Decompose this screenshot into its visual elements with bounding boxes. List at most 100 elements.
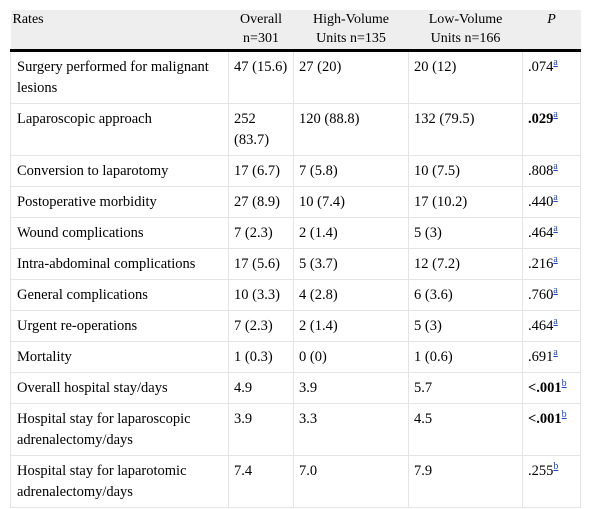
footnote-link[interactable]: a [553,192,558,204]
footnote-link[interactable]: a [553,285,558,297]
column-header-text: n=301 [243,31,279,46]
p-value-number: .464 [528,318,554,334]
column-header-text: Low-Volume [428,12,503,27]
high-volume-cell: 7.0 [293,455,409,508]
p-value-cell: .216a [522,248,581,280]
footnote-link[interactable]: a [553,254,558,266]
p-value-cell: .691a [522,341,581,373]
column-header-low-volume: Low-Volume Units n=166 [408,10,523,52]
row-label-cell: Overall hospital stay/days [10,372,229,404]
table-row: Intra-abdominal complications 17 (5.6) 5 (… [10,248,581,280]
low-volume-cell: 7.9 [408,455,523,508]
low-volume-cell: 5 (3) [408,217,523,249]
column-header-p-value: P [522,10,581,52]
column-header-overall: Overall n=301 [228,10,294,52]
overall-cell: 7.4 [228,455,294,508]
p-value: <.001b [528,409,567,427]
header-row: Rates Overall n=301 High-Volume Units n=135 L… [10,10,581,52]
table-row: Mortality 1 (0.3) 0 (0) 1 (0.6) .691a [10,341,581,373]
column-header-rates: Rates [10,10,229,52]
row-label-cell: Hospital stay for laparotomic adrenalect… [10,455,229,508]
overall-cell: 7 (2.3) [228,217,294,249]
p-value: .464a [528,316,558,334]
footnote-link[interactable]: b [553,461,559,473]
p-value-cell: .029a [522,103,581,156]
table-row: Urgent re-operations 7 (2.3) 2 (1.4) 5 (3).… [10,310,581,342]
column-header-text: Units n=135 [316,31,386,46]
p-value: .440a [528,192,558,210]
column-header-text: High-Volume [313,12,389,27]
footnote-link[interactable]: a [553,57,558,69]
high-volume-cell: 120 (88.8) [293,103,409,156]
row-label-cell: General complications [10,279,229,311]
p-value-cell: .074a [522,50,581,104]
overall-cell: 4.9 [228,372,294,404]
p-value-cell: .808a [522,155,581,187]
row-label-cell: Mortality [10,341,229,373]
column-header-text: Rates [12,12,44,27]
table-body: Surgery performed for malignant lesions 4… [10,50,581,508]
overall-cell: 17 (6.7) [228,155,294,187]
p-value: .074a [528,57,558,75]
table-row: Overall hospital stay/days 4.9 3.9 5.7 <.001… [10,372,581,404]
low-volume-cell: 17 (10.2) [408,186,523,218]
overall-cell: 27 (8.9) [228,186,294,218]
high-volume-cell: 10 (7.4) [293,186,409,218]
footnote-link[interactable]: a [553,347,558,359]
rates-comparison-table: Rates Overall n=301 High-Volume Units n=135 L… [10,10,581,508]
p-value: .464a [528,223,558,241]
p-value: .808a [528,161,558,179]
row-label-cell: Urgent re-operations [10,310,229,342]
p-value-cell: .760a [522,279,581,311]
footnote-link[interactable]: a [553,223,558,235]
p-value-number: .216 [528,256,554,272]
high-volume-cell: 2 (1.4) [293,310,409,342]
p-value-cell: .255b [522,455,581,508]
table-row: Surgery performed for malignant lesions 4… [10,50,581,104]
p-value: .255b [528,461,559,479]
overall-cell: 3.9 [228,403,294,456]
p-value-cell: .464a [522,217,581,249]
p-value-cell: <.001b [522,403,581,456]
row-label-cell: Conversion to laparotomy [10,155,229,187]
high-volume-cell: 3.9 [293,372,409,404]
p-value-number: .760 [528,287,554,303]
column-header-text: Overall [240,12,282,27]
p-value-number: .808 [528,163,554,179]
p-value-cell: .440a [522,186,581,218]
footnote-link[interactable]: b [561,378,567,390]
row-label-cell: Intra-abdominal complications [10,248,229,280]
p-value-number: .440 [528,194,554,210]
low-volume-cell: 5.7 [408,372,523,404]
p-value-number: <.001 [528,411,562,427]
footnote-link[interactable]: a [553,109,558,121]
footnote-link[interactable]: b [561,409,567,421]
high-volume-cell: 7 (5.8) [293,155,409,187]
low-volume-cell: 1 (0.6) [408,341,523,373]
row-label-cell: Postoperative morbidity [10,186,229,218]
column-header-text: P [547,12,556,27]
p-value-number: .691 [528,349,554,365]
low-volume-cell: 6 (3.6) [408,279,523,311]
low-volume-cell: 4.5 [408,403,523,456]
row-label-cell: Hospital stay for laparoscopic adrenalec… [10,403,229,456]
table-row: General complications 10 (3.3) 4 (2.8) 6 (3… [10,279,581,311]
column-header-text: Units n=166 [430,31,501,46]
footnote-link[interactable]: a [553,161,558,173]
p-value-cell: <.001b [522,372,581,404]
high-volume-cell: 3.3 [293,403,409,456]
p-value-cell: .464a [522,310,581,342]
overall-cell: 10 (3.3) [228,279,294,311]
high-volume-cell: 4 (2.8) [293,279,409,311]
row-label-cell: Surgery performed for malignant lesions [10,50,229,104]
p-value: .216a [528,254,558,272]
high-volume-cell: 27 (20) [293,50,409,104]
p-value: .760a [528,285,558,303]
column-header-high-volume: High-Volume Units n=135 [293,10,409,52]
footnote-link[interactable]: a [553,316,558,328]
row-label-cell: Wound complications [10,217,229,249]
high-volume-cell: 0 (0) [293,341,409,373]
table-row: Hospital stay for laparoscopic adrenalec… [10,403,581,456]
overall-cell: 1 (0.3) [228,341,294,373]
overall-cell: 252 (83.7) [228,103,294,156]
